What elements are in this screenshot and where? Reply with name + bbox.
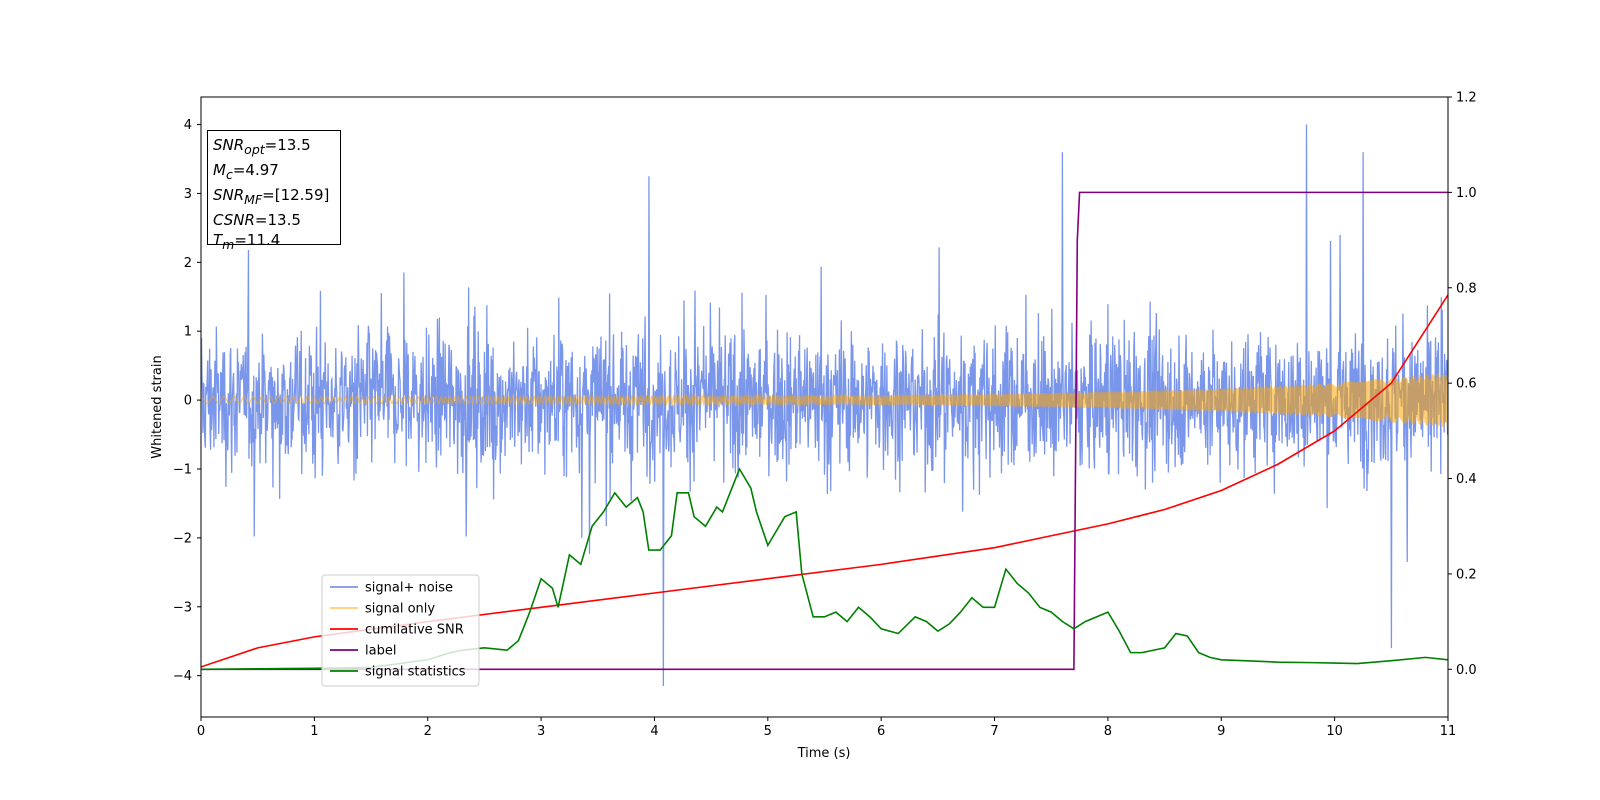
y-right-tick-label: 0.0 [1456, 663, 1477, 678]
x-tick-label: 7 [990, 724, 998, 739]
axes-frame [200, 96, 1449, 718]
x-tick-label: 11 [1440, 724, 1457, 739]
y-left-tick-label: −1 [173, 463, 192, 478]
legend-label: signal statistics [365, 665, 466, 680]
y-left-tick-label: 1 [184, 325, 192, 340]
info-csnr: CSNR=13.5 [213, 211, 301, 229]
legend: signal+ noise signal only cumilative SNR la… [321, 574, 480, 687]
y-left-tick-label: −4 [173, 669, 192, 684]
info-tm: Tm=11.4 [213, 231, 281, 252]
series-signal-statistics-line [201, 467, 1448, 671]
x-tick-label: 5 [764, 724, 772, 739]
y-axis-right: 1.2 1.0 0.8 0.6 0.4 0.2 0.0 [1448, 91, 1477, 678]
y-left-tick-label: 0 [184, 394, 192, 409]
y-axis-label: Whitened strain [150, 355, 165, 458]
info-snr-mf: SNRMF=[12.59] [213, 186, 330, 207]
y-left-tick-label: 4 [184, 118, 192, 133]
y-left-tick-label: −2 [173, 531, 192, 546]
x-tick-label: 0 [197, 724, 205, 739]
legend-label: label [365, 644, 396, 659]
x-tick-label: 2 [424, 724, 432, 739]
y-left-tick-label: −3 [173, 600, 192, 615]
y-right-tick-label: 0.8 [1456, 281, 1477, 296]
x-tick-label: 4 [650, 724, 658, 739]
y-right-tick-label: 0.2 [1456, 567, 1477, 582]
y-axis-left: 4 3 2 1 0 −1 −2 −3 −4 [173, 118, 201, 684]
y-right-tick-label: 1.2 [1456, 91, 1477, 106]
legend-label: signal only [365, 602, 435, 617]
legend-label: signal+ noise [365, 581, 453, 596]
y-left-tick-label: 2 [184, 256, 192, 271]
x-tick-label: 9 [1217, 724, 1225, 739]
y-left-tick-label: 3 [184, 187, 192, 202]
x-tick-label: 1 [310, 724, 318, 739]
series-signal-only-line [201, 372, 1448, 428]
legend-label: cumilative SNR [365, 623, 464, 638]
x-tick-label: 8 [1104, 724, 1112, 739]
x-axis: 0 1 2 3 4 5 6 7 8 9 10 11 [197, 717, 1456, 739]
y-right-tick-label: 0.4 [1456, 472, 1477, 487]
y-right-tick-label: 0.6 [1456, 377, 1477, 392]
y-right-tick-label: 1.0 [1456, 186, 1477, 201]
legend-box [321, 574, 480, 687]
x-tick-label: 6 [877, 724, 885, 739]
x-tick-label: 3 [537, 724, 545, 739]
series-label-line [201, 191, 1448, 671]
info-snr-opt: SNRopt=13.5 [213, 136, 311, 157]
info-chirp-mass: Mc=4.97 [213, 161, 279, 182]
info-box: SNRopt=13.5 Mc=4.97 SNRMF=[12.59] CSNR=1… [207, 130, 341, 252]
x-tick-label: 10 [1326, 724, 1343, 739]
x-axis-label: Time (s) [797, 746, 851, 761]
